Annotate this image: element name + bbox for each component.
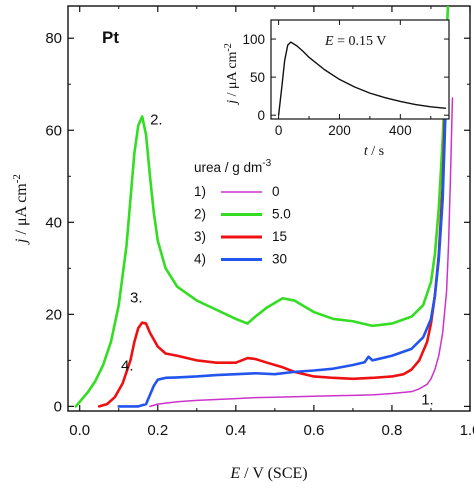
legend-key: 1) bbox=[194, 184, 206, 199]
inset-x-tick-label: 0 bbox=[275, 123, 283, 138]
legend-label: 0 bbox=[272, 184, 280, 199]
legend: urea / g dm-3 1) 0 2) 5.0 3) 15 4) 30 bbox=[194, 158, 291, 267]
legend-label: 15 bbox=[272, 229, 287, 244]
legend-key: 3) bbox=[194, 229, 206, 244]
inset-y-axis-var: j bbox=[225, 100, 240, 106]
inset-plot: 0 200 400 0 50 100 t / s j / μA cm-2 E = 0.15 V bbox=[223, 19, 450, 159]
inset-x-axis-unit: / s bbox=[368, 144, 384, 159]
peak-annotation: 4. bbox=[121, 357, 134, 374]
inset-x-tick-label: 200 bbox=[328, 123, 351, 138]
inset-x-axis-title: t / s bbox=[364, 144, 384, 159]
peak-annotation: 1. bbox=[421, 392, 434, 409]
inset-y-tick-label: 100 bbox=[242, 32, 265, 47]
x-tick-label: 0.8 bbox=[382, 422, 403, 439]
inset-y-axis-title: j / μA cm-2 bbox=[223, 43, 240, 106]
y-tick-label: 0 bbox=[54, 398, 62, 415]
inset-condition-var: E bbox=[324, 34, 334, 49]
legend-title-text: urea / g dm bbox=[194, 160, 262, 175]
peak-annotation: 3. bbox=[130, 289, 143, 306]
legend-key: 4) bbox=[194, 252, 206, 267]
inset-y-axis-sup: -2 bbox=[223, 43, 234, 51]
series-group bbox=[74, 6, 454, 408]
legend-label: 30 bbox=[272, 252, 287, 267]
x-tick-label: 1.0 bbox=[460, 422, 474, 439]
inset-series-line bbox=[277, 41, 447, 116]
inset-frame bbox=[270, 19, 450, 120]
y-axis-title: j / μA cm-2 bbox=[11, 174, 30, 245]
series-line-2 bbox=[74, 6, 450, 408]
main-plot-frame bbox=[67, 5, 471, 412]
x-axis-unit: / V (SCE) bbox=[240, 465, 307, 482]
legend-title-sup: -3 bbox=[262, 158, 271, 169]
legend-title: urea / g dm-3 bbox=[194, 158, 272, 175]
y-tick-label: 20 bbox=[45, 306, 62, 323]
y-axis-var: j bbox=[13, 238, 30, 245]
y-tick-label: 60 bbox=[45, 122, 62, 139]
inset-x-axis-var: t bbox=[364, 144, 369, 159]
inset-y-tick-label: 50 bbox=[250, 70, 265, 85]
x-axis-var: E bbox=[229, 465, 240, 482]
y-tick-label: 40 bbox=[45, 214, 62, 231]
x-axis-title: E / V (SCE) bbox=[229, 465, 307, 482]
peak-annotation: 2. bbox=[150, 111, 163, 128]
inset-y-axis-unit: / μA cm bbox=[225, 51, 240, 99]
legend-key: 2) bbox=[194, 207, 206, 222]
x-tick-label: 0.6 bbox=[303, 422, 324, 439]
y-axis-unit: / μA cm bbox=[13, 183, 30, 239]
series-line-3 bbox=[97, 59, 448, 408]
inset-condition-rest: = 0.15 V bbox=[334, 34, 387, 49]
x-tick-label: 0.0 bbox=[69, 422, 90, 439]
x-tick-label: 0.4 bbox=[225, 422, 246, 439]
series-line-1 bbox=[149, 97, 454, 408]
inset-x-tick-label: 400 bbox=[389, 123, 412, 138]
main-plot: 0.00.20.40.60.81.0020406080E / V (SCE)j … bbox=[11, 5, 474, 482]
inset-y-tick-label: 0 bbox=[257, 108, 265, 123]
inset-condition-label: E = 0.15 V bbox=[324, 34, 386, 49]
legend-label: 5.0 bbox=[272, 207, 291, 222]
y-tick-label: 80 bbox=[45, 30, 62, 47]
y-axis-sup: -2 bbox=[11, 174, 23, 183]
x-tick-label: 0.2 bbox=[147, 422, 168, 439]
electrode-label: Pt bbox=[102, 28, 119, 47]
series-line-4 bbox=[117, 73, 448, 408]
